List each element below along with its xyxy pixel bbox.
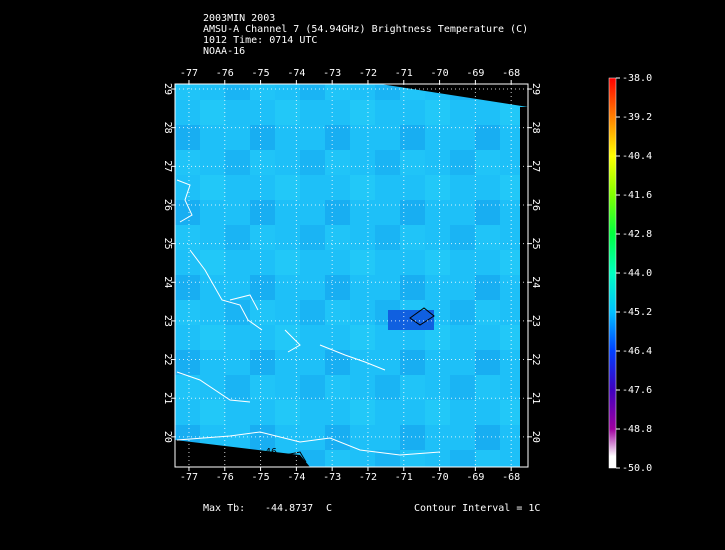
contour-label: -46 (259, 447, 277, 458)
y-tick-label: 27 (530, 160, 541, 172)
x-tick-label: -74 (287, 472, 305, 483)
contour (279, 307, 435, 463)
header-line: AMSU-A Channel 7 (54.94GHz) Brightness T… (203, 24, 528, 35)
x-tick-label: -77 (180, 472, 198, 483)
colorbar-label: -47.6 (622, 385, 652, 396)
colorbar-label: -44.0 (622, 268, 652, 279)
y-tick-label: 29 (530, 83, 541, 95)
max-value: -44.8737 (265, 503, 313, 514)
colorbar-label: -42.8 (622, 229, 652, 240)
y-tick-label: 24 (530, 276, 541, 288)
y-tick-label: 25 (162, 238, 173, 250)
y-tick-label: 21 (530, 392, 541, 404)
y-tick-label: 23 (530, 315, 541, 327)
x-tick-label: -68 (502, 68, 520, 79)
header-line: NOAA-16 (203, 46, 245, 57)
x-tick-label: -73 (323, 472, 341, 483)
colorbar-label: -39.2 (622, 112, 652, 123)
colorbar-label: -50.0 (622, 463, 652, 474)
y-tick-label: 25 (530, 238, 541, 250)
coastline (176, 179, 441, 456)
y-tick-label: 23 (162, 315, 173, 327)
y-tick-label: 21 (162, 392, 173, 404)
x-tick-label: -69 (466, 472, 484, 483)
x-tick-label: -69 (466, 68, 484, 79)
x-tick-label: -72 (359, 68, 377, 79)
y-tick-label: 20 (162, 431, 173, 443)
y-tick-label: 24 (162, 276, 173, 288)
no-data (175, 440, 310, 467)
x-tick-label: -74 (287, 68, 305, 79)
x-tick-label: -76 (216, 472, 234, 483)
x-tick-label: -68 (502, 472, 520, 483)
contour-interval: Contour Interval = 1C (414, 503, 540, 514)
colorbar-label: -40.4 (622, 151, 652, 162)
map-frame (174, 83, 529, 468)
x-tick-label: -75 (252, 472, 270, 483)
brightness-field (175, 84, 528, 467)
colorbar-label: -46.4 (622, 346, 652, 357)
x-tick-label: -71 (395, 68, 413, 79)
no-data (380, 84, 528, 107)
no-data (520, 107, 528, 467)
colorbar-label: -38.0 (622, 73, 652, 84)
colorbar-label: -48.8 (622, 424, 652, 435)
colorbar-label: -41.6 (622, 190, 652, 201)
y-tick-label: 27 (162, 160, 173, 172)
y-tick-label: 28 (530, 122, 541, 134)
x-tick-label: -75 (252, 68, 270, 79)
y-tick-label: 29 (162, 83, 173, 95)
y-tick-label: 22 (162, 354, 173, 366)
header-line: 2003MIN 2003 (203, 13, 275, 24)
x-tick-label: -76 (216, 68, 234, 79)
x-tick-label: -77 (180, 68, 198, 79)
x-tick-label: -70 (431, 472, 449, 483)
y-tick-label: 26 (162, 199, 173, 211)
x-tick-label: -73 (323, 68, 341, 79)
x-tick-label: -70 (431, 68, 449, 79)
y-tick-label: 20 (530, 431, 541, 443)
y-tick-label: 28 (162, 122, 173, 134)
max-label: Max Tb: (203, 503, 245, 514)
colorbar-label: -45.2 (622, 307, 652, 318)
header-line: 1012 Time: 0714 UTC (203, 35, 317, 46)
y-tick-label: 26 (530, 199, 541, 211)
x-tick-label: -71 (395, 472, 413, 483)
colorbar (608, 77, 617, 469)
max-unit: C (326, 503, 332, 514)
cold-spot (388, 310, 434, 330)
x-tick-label: -72 (359, 472, 377, 483)
y-tick-label: 22 (530, 354, 541, 366)
